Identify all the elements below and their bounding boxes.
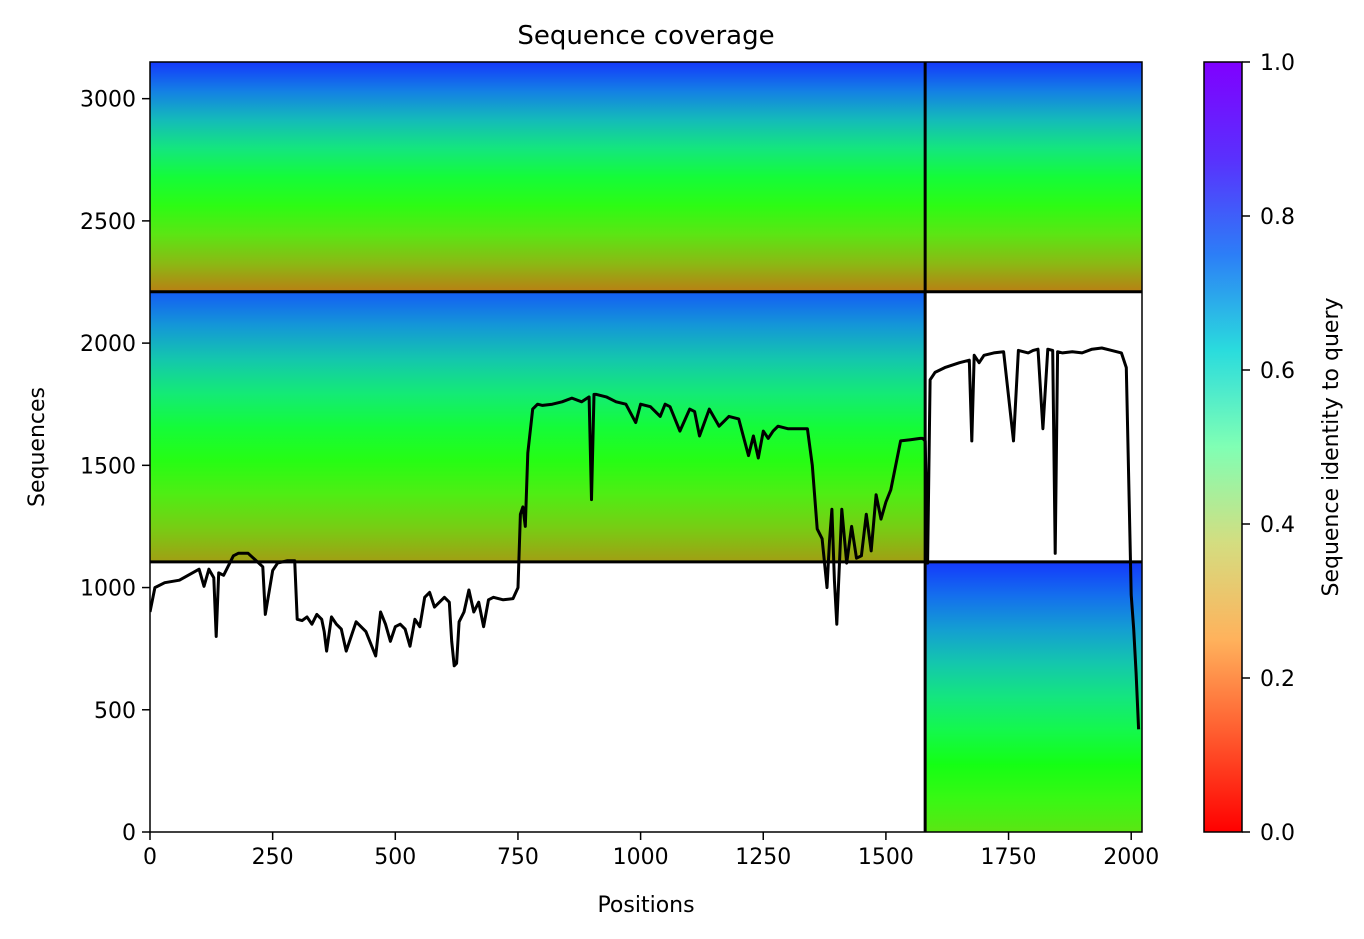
x-tick-label: 1500 <box>858 845 914 870</box>
x-tick-label: 2000 <box>1103 845 1159 870</box>
colorbar-tick-label: 0.8 <box>1260 205 1295 230</box>
plot-frame <box>149 61 1143 833</box>
y-tick-label: 2500 <box>80 210 136 235</box>
y-tick-label: 1500 <box>80 454 136 479</box>
x-tick-label: 0 <box>143 845 157 870</box>
coverage-blocks <box>150 62 1142 832</box>
y-tick-label: 1000 <box>80 577 136 602</box>
x-tick-label: 250 <box>252 845 294 870</box>
y-tick-label: 0 <box>122 821 136 846</box>
colorbar-ticks: 0.0 0.2 0.4 0.6 0.8 1.0 <box>1242 51 1295 846</box>
x-tick-label: 1000 <box>613 845 669 870</box>
x-tick-label: 1250 <box>735 845 791 870</box>
coverage-block <box>150 291 926 562</box>
coverage-block <box>925 62 1142 292</box>
chart-title: Sequence coverage <box>517 21 774 51</box>
x-tick-label: 750 <box>497 845 539 870</box>
coverage-line <box>150 346 1141 730</box>
y-axis: 0 500 1000 1500 2000 2500 3000 <box>80 88 150 846</box>
coverage-block <box>925 561 1142 832</box>
colorbar <box>1203 61 1243 833</box>
x-tick-label: 500 <box>374 845 416 870</box>
colorbar-tick-label: 0.6 <box>1260 359 1295 384</box>
y-tick-label: 500 <box>94 699 136 724</box>
x-tick-label: 1750 <box>981 845 1037 870</box>
colorbar-tick-label: 1.0 <box>1260 51 1295 76</box>
x-axis-label: Positions <box>597 893 694 918</box>
colorbar-tick-label: 0.2 <box>1260 667 1295 692</box>
y-tick-label: 2000 <box>80 332 136 357</box>
y-tick-label: 3000 <box>80 88 136 113</box>
coverage-block <box>150 62 926 292</box>
colorbar-label: Sequence identity to query <box>1319 297 1344 596</box>
x-axis: 0 250 500 750 1000 1250 1500 1750 2000 <box>143 832 1159 870</box>
colorbar-tick-label: 0.4 <box>1260 513 1295 538</box>
colorbar-tick-label: 0.0 <box>1260 821 1295 846</box>
y-axis-label: Sequences <box>25 387 50 507</box>
